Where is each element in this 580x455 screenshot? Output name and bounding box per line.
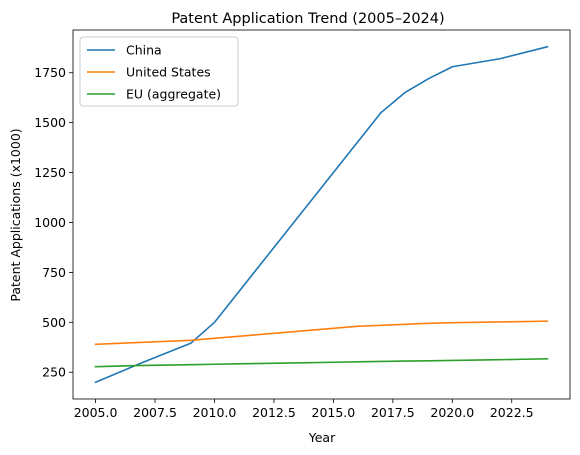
- x-tick-label: 2012.5: [252, 405, 296, 420]
- y-axis-label: Patent Applications (x1000): [8, 128, 23, 301]
- plot-frame: [72, 29, 571, 400]
- x-axis: 2005.0 2007.5 2010.0 2012.5 2015.0 2017.5 2020…: [74, 399, 534, 420]
- y-tick-label: 1250: [34, 165, 66, 180]
- x-tick-label: 2020.0: [430, 405, 474, 420]
- y-tick-label: 750: [42, 265, 66, 280]
- series-line-0: [94, 45, 549, 384]
- x-tick-label: 2005.0: [74, 405, 118, 420]
- plot-lines: [94, 45, 549, 384]
- series-line-1: [94, 320, 549, 346]
- y-tick-label: 1000: [34, 215, 66, 230]
- x-tick-label: 2007.5: [133, 405, 177, 420]
- legend: China United States EU (aggregate): [79, 36, 239, 107]
- y-tick-label: 1750: [34, 65, 66, 80]
- chart-title: Patent Application Trend (2005–2024): [171, 11, 444, 27]
- legend-box: [79, 36, 239, 107]
- y-tick-label: 500: [42, 315, 66, 330]
- x-tick-label: 2022.5: [490, 405, 534, 420]
- series-line-2: [94, 358, 549, 368]
- y-axis: 250 500 750 1000 1250 1500 1750: [34, 65, 73, 380]
- x-tick-label: 2015.0: [312, 405, 356, 420]
- legend-label-2: EU (aggregate): [126, 87, 221, 102]
- legend-label-0: China: [126, 43, 162, 58]
- y-tick-label: 1500: [34, 115, 66, 130]
- y-tick-label: 250: [42, 365, 66, 380]
- legend-label-1: United States: [126, 65, 211, 80]
- x-tick-label: 2017.5: [371, 405, 415, 420]
- x-tick-label: 2010.0: [193, 405, 237, 420]
- x-axis-label: Year: [308, 430, 336, 445]
